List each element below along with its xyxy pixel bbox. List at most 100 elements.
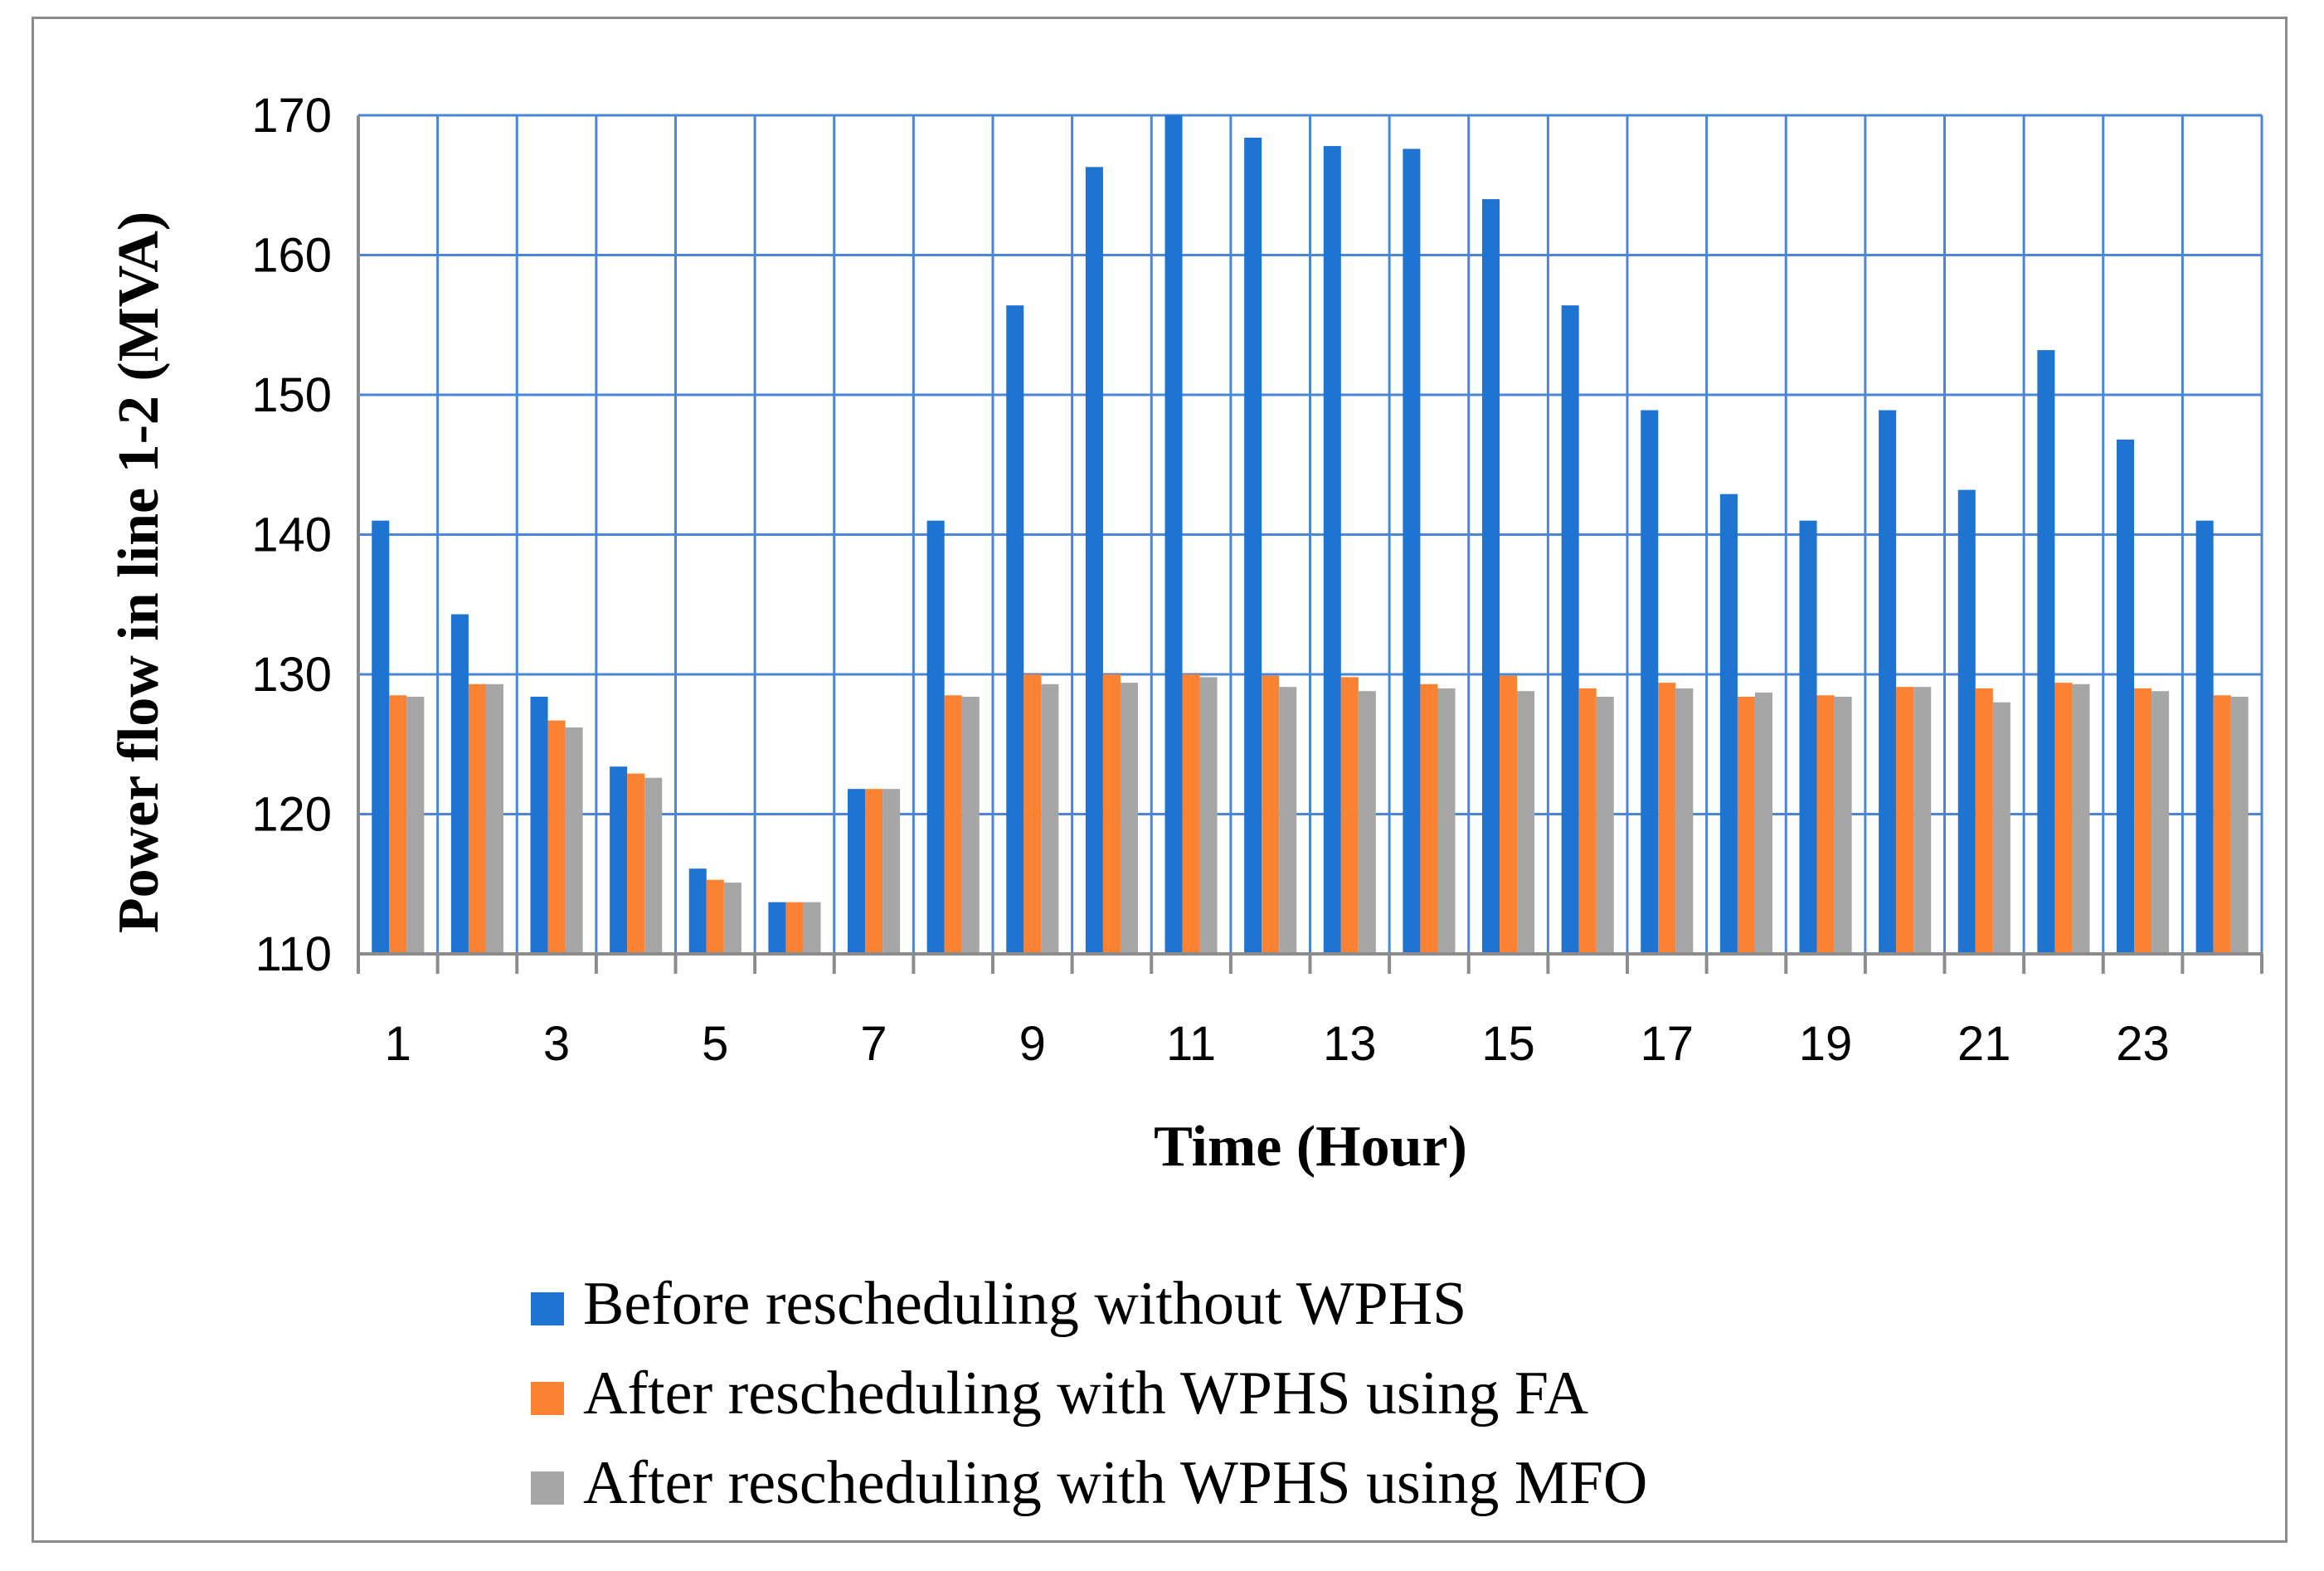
bar	[1244, 137, 1262, 954]
bar	[468, 683, 486, 954]
x-tick-label: 19	[1799, 1017, 1853, 1071]
bar	[2230, 696, 2249, 954]
bar	[1578, 688, 1597, 954]
bar	[1482, 199, 1500, 955]
bar	[1957, 489, 1976, 954]
x-tick-label: 3	[543, 1017, 570, 1071]
bar	[389, 695, 407, 954]
x-tick-label: 1	[385, 1017, 411, 1071]
x-tick-label: 13	[1323, 1017, 1377, 1071]
bar	[1358, 691, 1376, 954]
legend-swatch	[531, 1382, 564, 1415]
bar	[706, 879, 724, 954]
y-tick-label: 150	[251, 368, 332, 422]
bars	[372, 115, 2249, 955]
bar	[2054, 683, 2073, 954]
bar	[961, 696, 980, 954]
axes	[357, 115, 2263, 974]
y-tick-label: 140	[251, 508, 332, 562]
y-axis-title: Power flow in line 1-2 (MVA)	[107, 212, 171, 933]
legend: Before rescheduling without WPHS After re…	[531, 1270, 1647, 1517]
bar	[450, 614, 469, 954]
bar	[1199, 677, 1218, 954]
y-tick-label: 170	[251, 89, 332, 143]
y-tick-label: 130	[251, 648, 332, 702]
bar	[1913, 687, 1932, 954]
bar	[688, 868, 707, 954]
bar	[1023, 674, 1042, 954]
bar	[565, 727, 583, 954]
x-tick-label: 23	[2116, 1017, 2170, 1071]
bar	[1006, 305, 1024, 954]
legend-swatch	[531, 1292, 564, 1325]
bar	[610, 766, 628, 954]
bar	[1323, 146, 1341, 954]
bar	[2195, 520, 2214, 954]
bar	[2213, 695, 2231, 954]
x-tick-label: 5	[702, 1017, 728, 1071]
legend-label: Before rescheduling without WPHS	[583, 1270, 1466, 1338]
bar	[944, 695, 962, 954]
bar	[848, 789, 866, 954]
bar	[530, 696, 548, 954]
y-tick-label: 160	[251, 229, 332, 283]
bar	[1641, 410, 1659, 954]
x-tick-label: 15	[1481, 1017, 1535, 1071]
bar	[785, 902, 804, 954]
bar	[1879, 410, 1897, 954]
bar	[1719, 494, 1738, 954]
bar	[2037, 350, 2055, 955]
bar	[1500, 675, 1518, 954]
bar	[1085, 167, 1103, 955]
bar	[1182, 674, 1200, 954]
bar	[1279, 687, 1297, 954]
x-axis-title: Time (Hour)	[1154, 1115, 1467, 1179]
bar	[1120, 683, 1138, 954]
bar	[1340, 677, 1359, 954]
bar	[723, 883, 741, 954]
bar	[926, 520, 945, 954]
bar	[1658, 683, 1676, 954]
bar	[1517, 691, 1535, 954]
y-tick-label: 120	[251, 788, 332, 842]
bar	[2151, 691, 2170, 954]
legend-swatch	[531, 1471, 564, 1505]
y-tick-label: 110	[255, 927, 332, 981]
bar	[627, 773, 645, 954]
bar	[1403, 148, 1421, 954]
x-tick-labels: 1 3 5 7 9 11 13 15 17 19 21 23	[385, 1017, 2170, 1071]
bar	[1799, 520, 1817, 954]
x-tick-label: 7	[860, 1017, 887, 1071]
legend-label: After rescheduling with WPHS using FA	[583, 1359, 1588, 1428]
x-tick-label: 17	[1641, 1017, 1694, 1071]
bar	[485, 683, 503, 954]
bar	[2072, 683, 2090, 954]
bar	[803, 902, 821, 954]
bar	[547, 720, 566, 954]
bar	[1437, 688, 1456, 954]
bar	[768, 902, 786, 954]
bar	[1102, 674, 1121, 954]
y-tick-labels: 110 120 130 140 150 160 170	[251, 89, 332, 981]
bar	[865, 789, 883, 954]
bar	[882, 789, 901, 954]
bar	[1041, 683, 1059, 954]
x-tick-label: 21	[1957, 1017, 2011, 1071]
bar	[1420, 683, 1438, 954]
bar	[406, 696, 425, 954]
bar	[2134, 688, 2152, 954]
bar	[1834, 696, 1852, 954]
bar	[644, 777, 663, 954]
bar	[1975, 688, 1993, 954]
bar	[1896, 687, 1914, 954]
bar	[1737, 696, 1755, 954]
legend-label: After rescheduling with WPHS using MFO	[583, 1449, 1647, 1517]
bar	[1262, 675, 1280, 954]
bar	[1596, 696, 1614, 954]
x-tick-label: 11	[1166, 1017, 1216, 1071]
x-tick-label: 9	[1019, 1017, 1046, 1071]
bar	[1992, 702, 2010, 954]
bar	[1816, 695, 1835, 954]
bar	[1561, 305, 1579, 954]
